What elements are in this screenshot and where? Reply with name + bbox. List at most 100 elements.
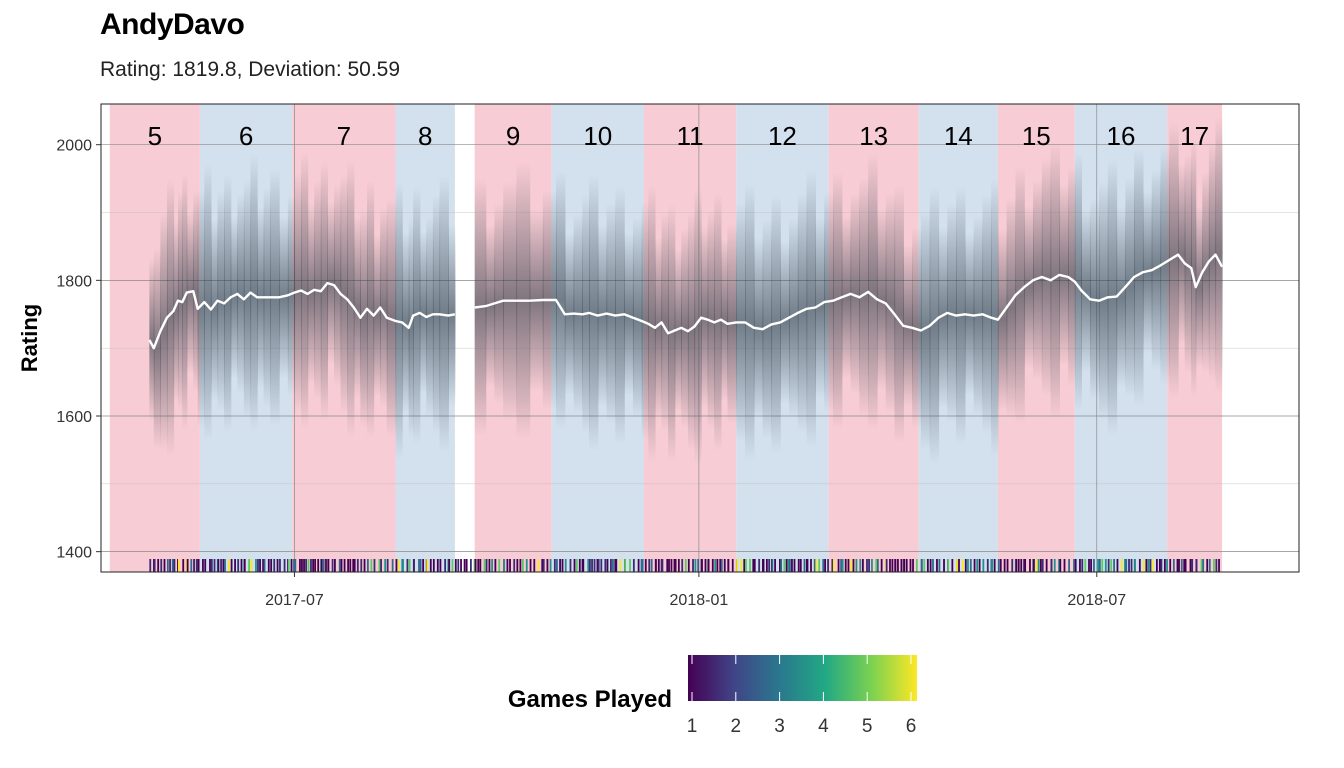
games-rug-tick bbox=[1138, 559, 1141, 572]
games-rug-tick bbox=[852, 559, 855, 572]
deviation-band bbox=[588, 174, 599, 452]
games-rug-tick bbox=[920, 559, 923, 572]
deviation-band bbox=[360, 207, 368, 428]
games-rug-tick bbox=[771, 559, 774, 572]
deviation-band bbox=[681, 227, 689, 429]
season-label-10: 10 bbox=[583, 121, 612, 151]
games-rug-tick bbox=[894, 559, 897, 572]
games-rug-tick bbox=[789, 559, 791, 572]
season-label-6: 6 bbox=[239, 121, 253, 151]
deviation-band bbox=[929, 187, 940, 465]
games-rug-tick bbox=[815, 559, 818, 572]
games-rug-tick bbox=[745, 559, 747, 572]
deviation-band bbox=[982, 194, 992, 434]
games-rug-tick bbox=[451, 559, 454, 572]
games-rug-tick bbox=[670, 559, 673, 572]
games-rug-tick bbox=[418, 559, 420, 572]
deviation-band bbox=[204, 163, 212, 441]
games-rug-tick bbox=[716, 559, 719, 572]
games-rug-tick bbox=[485, 559, 488, 572]
games-rug-tick bbox=[697, 559, 700, 572]
games-rug-tick bbox=[1169, 559, 1172, 572]
games-rug-tick bbox=[793, 559, 796, 572]
games-rug-tick bbox=[1120, 559, 1123, 572]
games-rug-tick bbox=[850, 559, 853, 572]
games-rug-tick bbox=[591, 559, 593, 572]
deviation-band bbox=[1098, 181, 1109, 421]
games-rug-tick bbox=[1189, 559, 1192, 572]
deviation-band bbox=[868, 153, 878, 431]
games-rug-tick bbox=[294, 559, 297, 572]
deviation-band bbox=[402, 231, 410, 414]
deviation-band bbox=[320, 162, 329, 421]
deviation-band bbox=[694, 188, 702, 465]
legend-tick-label: 6 bbox=[906, 716, 917, 737]
games-rug-tick bbox=[841, 559, 844, 572]
games-rug-tick bbox=[224, 559, 226, 572]
games-rug-tick bbox=[334, 559, 336, 572]
games-rug-tick bbox=[556, 559, 558, 572]
games-rug-tick bbox=[1172, 559, 1175, 572]
games-rug-tick bbox=[503, 559, 506, 572]
games-rug-tick bbox=[352, 559, 355, 572]
games-rug-tick bbox=[408, 559, 411, 572]
games-rug-tick bbox=[986, 559, 989, 572]
games-rug-tick bbox=[1074, 559, 1077, 572]
deviation-band bbox=[654, 236, 663, 419]
games-rug-tick bbox=[889, 559, 891, 572]
games-rug-tick bbox=[650, 559, 653, 572]
games-rug-tick bbox=[847, 559, 850, 572]
season-label-12: 12 bbox=[768, 121, 797, 151]
games-rug-tick bbox=[855, 559, 858, 572]
games-rug-tick bbox=[832, 559, 835, 572]
games-rug-tick bbox=[1020, 559, 1023, 572]
games-rug-tick bbox=[624, 559, 626, 572]
games-rug-tick bbox=[356, 559, 359, 572]
games-rug-tick bbox=[293, 559, 295, 572]
games-rug-tick bbox=[1178, 559, 1180, 572]
games-rug-tick bbox=[465, 559, 468, 572]
games-rug-tick bbox=[1029, 559, 1031, 572]
games-rug-tick bbox=[903, 559, 906, 572]
games-rug-tick bbox=[993, 559, 996, 572]
deviation-band bbox=[224, 174, 232, 433]
games-rug-tick bbox=[762, 559, 765, 572]
legend-tick-label: 5 bbox=[862, 716, 873, 737]
games-rug-tick bbox=[668, 559, 670, 572]
legend-tick-label: 3 bbox=[774, 716, 785, 737]
games-rug-tick bbox=[373, 559, 376, 572]
deviation-band bbox=[485, 224, 496, 388]
games-rug-tick bbox=[1202, 559, 1205, 572]
season-label-16: 16 bbox=[1106, 121, 1135, 151]
games-rug-tick bbox=[1063, 559, 1066, 572]
games-rug-tick bbox=[259, 559, 261, 572]
deviation-band bbox=[1191, 139, 1197, 398]
games-rug-tick bbox=[209, 559, 211, 572]
games-rug-tick bbox=[160, 559, 163, 572]
games-rug-tick bbox=[1098, 559, 1101, 572]
games-rug-tick bbox=[932, 559, 934, 572]
games-rug-tick bbox=[1073, 559, 1075, 572]
games-rug-tick bbox=[818, 559, 821, 572]
games-rug-tick bbox=[314, 559, 317, 572]
games-rug-tick bbox=[479, 559, 482, 572]
deviation-band bbox=[1074, 152, 1082, 411]
games-rug-tick bbox=[897, 559, 899, 572]
games-rug-tick bbox=[1015, 559, 1018, 572]
games-rug-tick bbox=[460, 559, 462, 572]
games-rug-tick bbox=[391, 559, 394, 572]
games-rug-tick bbox=[559, 559, 561, 572]
games-rug-tick bbox=[1037, 559, 1040, 572]
games-rug-tick bbox=[360, 559, 363, 572]
games-rug-tick bbox=[654, 559, 657, 572]
games-rug-tick bbox=[866, 559, 868, 572]
games-rug-tick bbox=[378, 559, 381, 572]
games-rug-tick bbox=[185, 559, 188, 572]
games-rug-tick bbox=[1058, 559, 1060, 572]
games-rug-tick bbox=[349, 559, 352, 572]
y-axis-label: Rating bbox=[17, 304, 42, 372]
games-rug-tick bbox=[448, 559, 451, 572]
games-rug-tick bbox=[962, 559, 964, 572]
games-rug-tick bbox=[363, 559, 366, 572]
games-rug-tick bbox=[549, 559, 552, 572]
